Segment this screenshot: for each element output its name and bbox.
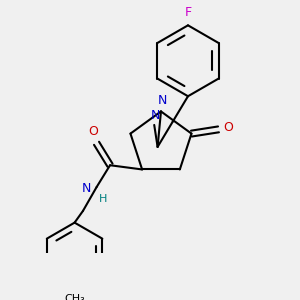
Text: N: N xyxy=(151,109,160,122)
Text: CH₃: CH₃ xyxy=(64,293,85,300)
Text: N: N xyxy=(158,94,167,107)
Text: O: O xyxy=(88,125,98,138)
Text: N: N xyxy=(82,182,92,195)
Text: F: F xyxy=(184,6,191,19)
Text: O: O xyxy=(224,121,233,134)
Text: H: H xyxy=(99,194,107,204)
